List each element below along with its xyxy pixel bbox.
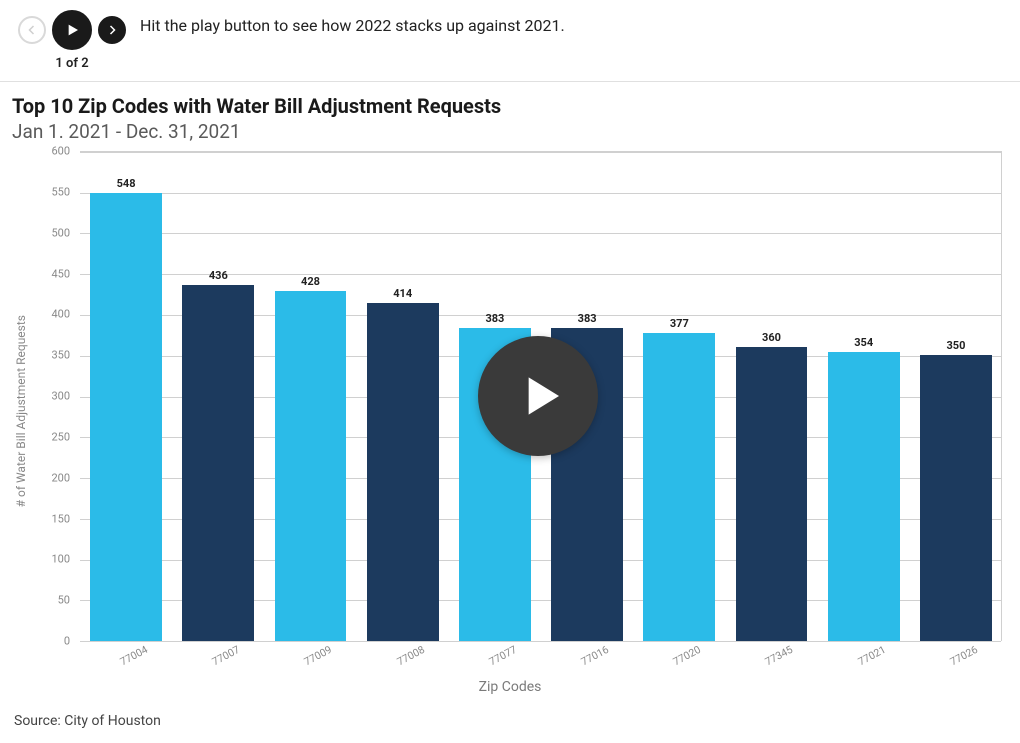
play-icon [64,22,80,38]
ytick-label: 100 [51,553,70,566]
ytick-label: 250 [51,430,70,443]
bar-rect[interactable] [828,352,900,641]
next-button[interactable] [98,16,126,44]
xaxis-region: 7700477007770097700877077770167702077345… [80,641,1002,671]
ytick-label: 550 [51,185,70,198]
chart-area: Top 10 Zip Codes with Water Bill Adjustm… [0,82,1020,729]
bar-value-label: 436 [209,269,228,282]
nav-row [18,10,126,50]
ytick-label: 50 [58,594,70,607]
ytick-label: 350 [51,349,70,362]
bar-rect[interactable] [182,285,254,641]
hint-text: Hit the play button to see how 2022 stac… [140,10,565,35]
ytick-labels: 050100150200250300350400450500550600 [28,151,74,641]
xaxis-title: Zip Codes [12,679,1008,695]
ytick-label: 300 [51,390,70,403]
bar-value-label: 354 [854,336,873,349]
bar-slot: 354 [818,151,910,641]
play-icon [510,368,566,424]
bar-slot: 350 [910,151,1002,641]
top-controls: 1 of 2 Hit the play button to see how 20… [0,0,1020,75]
nav-group: 1 of 2 [18,10,126,71]
bar-slot: 548 [80,151,172,641]
bar-rect[interactable] [275,291,347,641]
bar-value-label: 350 [946,339,965,352]
bar-rect[interactable] [920,355,992,641]
ytick-label: 450 [51,267,70,280]
plot: 050100150200250300350400450500550600 548… [28,151,1008,671]
ytick-label: 150 [51,512,70,525]
arrow-left-icon [26,24,38,36]
ytick-label: 0 [64,635,70,648]
bar-value-label: 377 [670,317,689,330]
source-text: Source: City of Houston [12,695,1008,729]
yaxis-title: # of Water Bill Adjustment Requests [12,315,28,507]
ytick-label: 400 [51,308,70,321]
bar-slot: 360 [725,151,817,641]
ytick-label: 500 [51,226,70,239]
bar-rect[interactable] [736,347,808,641]
bar-rect[interactable] [367,303,439,641]
bar-value-label: 360 [762,331,781,344]
play-small-button[interactable] [52,10,92,50]
frame-counter: 1 of 2 [55,56,88,71]
bar-value-label: 548 [117,177,136,190]
bar-value-label: 428 [301,275,320,288]
arrow-right-icon [106,24,118,36]
ytick-label: 600 [51,145,70,158]
bar-value-label: 383 [485,312,504,325]
bar-rect[interactable] [643,333,715,641]
chart-title: Top 10 Zip Codes with Water Bill Adjustm… [12,94,1008,118]
chart-subtitle: Jan 1. 2021 - Dec. 31, 2021 [12,120,1008,143]
play-overlay-button[interactable] [478,336,598,456]
bar-slot: 377 [633,151,725,641]
ytick-label: 200 [51,471,70,484]
bar-slot: 428 [264,151,356,641]
bar-value-label: 383 [578,312,597,325]
bar-slot: 414 [357,151,449,641]
prev-button[interactable] [18,16,46,44]
bar-value-label: 414 [393,287,412,300]
bar-slot: 436 [172,151,264,641]
bar-rect[interactable] [90,193,162,641]
plot-wrap: # of Water Bill Adjustment Requests 0 50 1… [12,151,1008,671]
